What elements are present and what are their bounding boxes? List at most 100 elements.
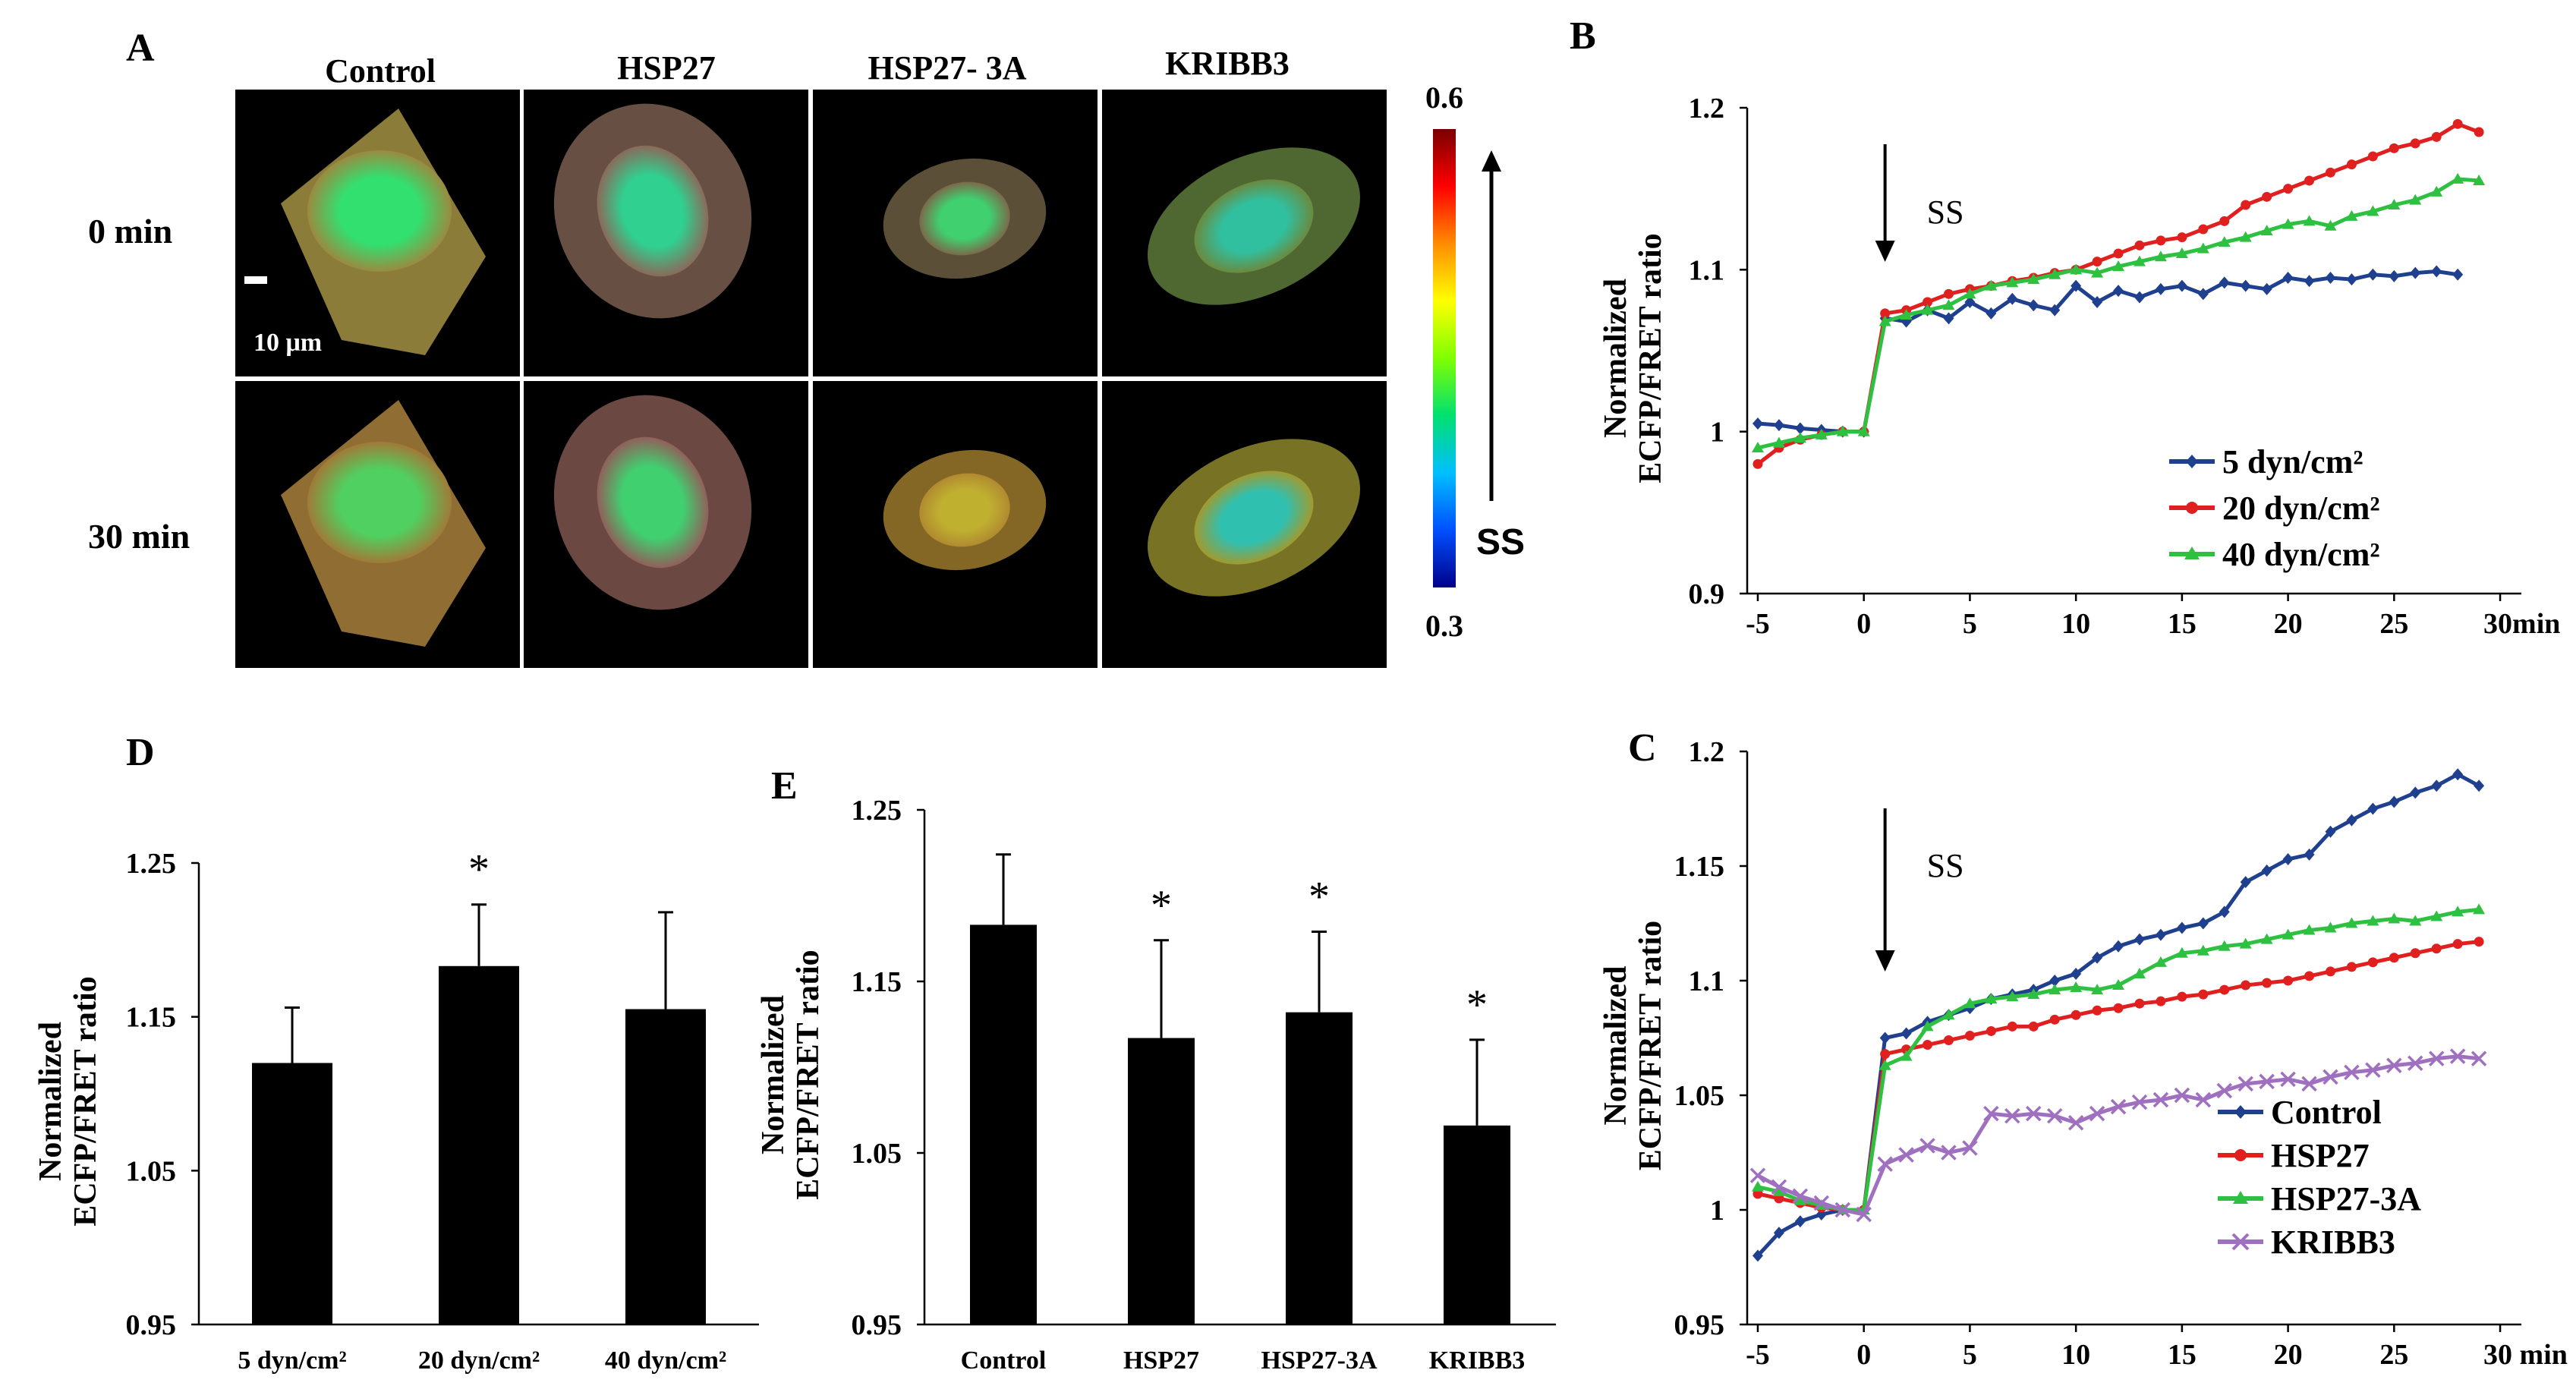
- legend-marker: [2231, 1233, 2250, 1251]
- data-point: [2219, 216, 2230, 226]
- data-point: [2410, 266, 2421, 279]
- data-point: [2004, 1107, 2020, 1124]
- data-point: [2241, 980, 2251, 991]
- data-point: [2452, 172, 2464, 184]
- data-point: [2449, 1048, 2466, 1064]
- data-point: [1856, 1206, 1872, 1223]
- bar: [1128, 1038, 1195, 1324]
- data-point: [2367, 205, 2379, 216]
- data-point: [2070, 981, 2083, 993]
- data-point: [2006, 991, 2019, 1002]
- data-point: [2344, 1064, 2360, 1081]
- legend-label: HSP27-3A: [2271, 1180, 2421, 1217]
- data-point: [2408, 1055, 2423, 1071]
- data-point: [2092, 951, 2103, 964]
- data-point: [2195, 1091, 2212, 1108]
- data-point: [2431, 265, 2442, 278]
- data-point: [1921, 304, 1934, 315]
- data-point: [2474, 937, 2484, 947]
- data-point: [1901, 1027, 1912, 1040]
- data-point: [2282, 928, 2294, 940]
- cell-nucleus: [597, 145, 709, 277]
- data-point: [2240, 279, 2251, 292]
- y-tick-label: 1: [1710, 1195, 1724, 1227]
- data-point: [2134, 933, 2145, 946]
- legend-item-20-dyn-cm: 20 dyn/cm²: [2169, 490, 2380, 527]
- panel-label-c: C: [1628, 726, 1657, 770]
- bar-group-40-dyn-cm: 40 dyn/cm²: [605, 911, 726, 1375]
- data-point: [2240, 876, 2251, 889]
- y-tick-label: 1.25: [852, 795, 902, 827]
- data-point: [1857, 425, 1870, 436]
- data-point: [1773, 419, 1784, 432]
- data-point: [2386, 1057, 2402, 1073]
- panel-a-image-grid: Control HSP27 HSP27- 3A KRIBB3 0 min 30 …: [88, 45, 1387, 668]
- data-point: [2367, 802, 2379, 815]
- data-point: [2452, 939, 2463, 950]
- series-hsp27: [1752, 937, 2484, 1215]
- data-point: [1900, 309, 1913, 320]
- legend-label: 20 dyn/cm²: [2222, 490, 2380, 527]
- data-point: [2365, 1062, 2381, 1079]
- data-point: [1772, 436, 1785, 448]
- data-point: [2260, 933, 2273, 944]
- data-point: [2367, 268, 2379, 281]
- data-point: [2367, 957, 2378, 968]
- data-point: [2175, 946, 2188, 958]
- x-tick-label: 0: [1856, 1339, 1871, 1371]
- panel-label-b: B: [1570, 14, 1596, 58]
- data-point: [2346, 273, 2357, 286]
- data-point: [1942, 299, 1955, 310]
- scale-bar: [244, 276, 267, 284]
- series-kribb3: [1749, 1048, 2487, 1223]
- y-tick-label: 1.05: [126, 1155, 177, 1187]
- legend-marker: [2234, 1105, 2247, 1119]
- series-40-dyn-cm: [1751, 172, 2486, 452]
- x-tick-label: 30min: [2483, 608, 2560, 640]
- data-point: [1921, 1020, 1934, 1032]
- y-tick-label: 1.1: [1689, 965, 1725, 997]
- data-point: [2174, 1087, 2190, 1104]
- data-point: [2346, 814, 2357, 827]
- cell-nucleus: [307, 150, 452, 272]
- data-point: [2346, 962, 2357, 972]
- y-axis-label: Normalized: [1598, 279, 1633, 438]
- data-point: [1793, 1194, 1806, 1205]
- data-point: [1792, 1188, 1809, 1205]
- data-point: [2197, 944, 2209, 956]
- y-tick-label: 1.15: [852, 966, 902, 998]
- data-point: [2154, 956, 2167, 967]
- cell-nucleus: [919, 181, 1010, 256]
- micrograph-tile: [813, 381, 1097, 668]
- colorbar-min-label: 0.3: [1425, 609, 1463, 643]
- data-point: [2219, 984, 2230, 995]
- data-point: [2431, 780, 2442, 792]
- x-tick-label: 5: [1963, 1339, 1977, 1371]
- bar-group-hsp27: * HSP27: [1123, 882, 1199, 1375]
- x-tick-label: 5: [1963, 608, 1977, 640]
- data-point: [2156, 235, 2166, 246]
- data-point: [1752, 1249, 1763, 1262]
- data-point: [2026, 1105, 2042, 1122]
- data-point: [2473, 175, 2486, 185]
- bar: [439, 965, 519, 1324]
- bar-group-5-dyn-cm: 5 dyn/cm²: [238, 1006, 347, 1375]
- data-point: [1877, 1156, 1893, 1172]
- data-point: [1943, 288, 1954, 299]
- cell-nucleus: [1194, 179, 1314, 273]
- data-point: [2409, 194, 2422, 205]
- y-tick-label: 1.25: [126, 848, 177, 880]
- legend-marker: [2234, 1149, 2247, 1161]
- data-point: [2262, 191, 2272, 202]
- data-point: [2452, 768, 2464, 781]
- x-tick-label: HSP27-3A: [1261, 1346, 1378, 1375]
- y-axis-label: ECFP/FRET ratio: [68, 976, 103, 1226]
- data-point: [1880, 1049, 1891, 1060]
- data-point: [2452, 118, 2463, 129]
- data-point: [2112, 979, 2125, 991]
- data-point: [2410, 786, 2421, 799]
- data-point: [2006, 276, 2019, 288]
- x-tick-label: 25: [2379, 608, 2408, 640]
- data-point: [2113, 285, 2124, 298]
- chart-c: 0.95 1 1.05 1.1 1.15 1.2 -5 0 5 10 15 20 25 30 min Nor…: [1598, 736, 2568, 1371]
